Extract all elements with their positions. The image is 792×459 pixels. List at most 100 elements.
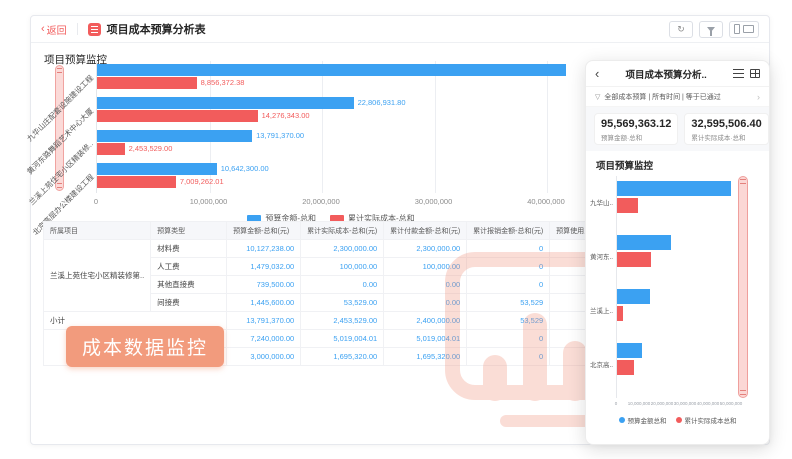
stat-card-budget[interactable]: 95,569,363.12 预算金额·总和: [594, 113, 679, 145]
data-bar[interactable]: [97, 143, 125, 155]
filter-icon: [707, 26, 715, 36]
table-cell-num: 7,240,000.00: [226, 329, 302, 348]
data-bar[interactable]: [97, 130, 253, 142]
table-cell-num: 100,000.00: [383, 257, 468, 276]
x-tick-label: 30,000,000: [673, 401, 697, 406]
data-bar[interactable]: [97, 97, 354, 109]
legend-swatch-blue: [247, 214, 262, 223]
chart-section-title: 项目预算监控: [44, 54, 107, 66]
column-header: 预算金额-总和(元): [226, 221, 302, 240]
x-tick-label: 50,000,000: [719, 401, 743, 406]
window-title: 项目成本预算分析表: [106, 24, 206, 36]
table-cell-num: 1,695,320.00: [300, 347, 385, 366]
x-tick-label: 20,000,000: [650, 401, 674, 406]
column-header: 所属项目: [42, 221, 152, 240]
mobile-chart-x-axis: 0 10,000,000 20,000,000 30,000,000 40,000,00…: [615, 401, 743, 409]
stat-card-actual-cost[interactable]: 32,595,506.40 累计实际成本·总和: [684, 113, 769, 145]
table-view-icon[interactable]: [750, 69, 760, 78]
data-bar[interactable]: [617, 235, 671, 250]
data-label: 14,276,343.00: [261, 111, 310, 120]
filter-button[interactable]: [699, 20, 723, 38]
mobile-section-title: 项目预算监控: [596, 161, 654, 172]
legend-dot-red: [675, 417, 682, 423]
data-label: 7,009,262.01: [179, 177, 224, 186]
table-cell-num: 3,000,000.00: [226, 347, 302, 366]
topbar-divider: [76, 23, 78, 35]
mobile-chart-plot-area: [616, 176, 734, 398]
stat-caption: 预算金额·总和: [601, 135, 643, 142]
legend-label: 累计实际成本-总和: [348, 214, 415, 223]
data-bar[interactable]: [617, 181, 731, 196]
chart-legend: 预算金额-总和 累计实际成本-总和: [96, 213, 566, 224]
data-bar[interactable]: [617, 198, 638, 213]
mobile-preview-panel: ‹ 项目成本预算分析.. ▽ 全部成本预算 | 所有时间 | 等于已通过 › 9…: [585, 60, 770, 445]
refresh-button[interactable]: ↻: [669, 20, 693, 38]
cost-budget-table: 所属项目 预算类型 预算金额-总和(元) 累计实际成本-总和(元) 累计付款金额-总和(…: [42, 221, 633, 366]
data-bar[interactable]: [617, 360, 634, 375]
x-tick-label: 30,000,000: [414, 197, 453, 206]
table-cell-num: 2,300,000.00: [383, 239, 468, 258]
legend-dot-blue: [618, 417, 625, 423]
chart-vertical-scrollbar[interactable]: [55, 65, 64, 191]
gridline: [322, 61, 323, 193]
data-bar[interactable]: [97, 163, 217, 175]
table-cell-num: 1,445,600.00: [226, 293, 302, 312]
gridline: [434, 61, 436, 193]
data-bar[interactable]: [97, 64, 566, 76]
legend-item-actual-cost[interactable]: 累计实际成本-总和: [330, 213, 415, 224]
mobile-back-button[interactable]: ‹: [595, 66, 600, 81]
data-bar[interactable]: [617, 343, 643, 358]
stat-value: 32,595,506.40: [691, 118, 762, 130]
mobile-chart-scrollbar[interactable]: [738, 176, 748, 398]
back-arrow-icon: ‹: [41, 22, 45, 35]
window-topbar: ‹ 返回 项目成本预算分析表 ↻: [31, 16, 769, 43]
table-cell-type: 人工费: [150, 257, 228, 276]
mobile-filter-bar[interactable]: ▽ 全部成本预算 | 所有时间 | 等于已通过 ›: [586, 87, 769, 107]
back-button[interactable]: ‹ 返回: [41, 22, 67, 37]
table-cell-num: 1,695,320.00: [383, 347, 468, 366]
legend-label: 预算金额总和: [627, 418, 667, 425]
data-bar[interactable]: [617, 306, 623, 321]
category-label: 九华山..: [590, 200, 614, 207]
budget-bar-chart: 九华山庄配套设施建设工程 黄河东路舞蹈艺术中心大厦 兰溪上苑住宅小区精装修.. 北京高…: [25, 61, 591, 237]
data-label: 10,642,300.00: [220, 164, 269, 173]
column-header: 累计报销金额-总和(元): [466, 221, 551, 240]
monitor-icon: [743, 25, 754, 33]
list-view-icon[interactable]: [733, 69, 744, 78]
x-tick-label: 20,000,000: [302, 197, 340, 206]
table-cell-type: 材料费: [150, 239, 228, 258]
chart-category-axis: 九华山庄配套设施建设工程 黄河东路舞蹈艺术中心大厦 兰溪上苑住宅小区精装修.. 北京高…: [25, 61, 96, 237]
table-cell-num: 2,453,529.00: [300, 311, 385, 330]
table-cell-num: 0: [466, 347, 551, 366]
data-bar[interactable]: [97, 110, 258, 122]
x-tick-label: 0: [93, 197, 99, 206]
data-bar[interactable]: [617, 252, 651, 267]
stat-caption: 累计实际成本·总和: [691, 135, 746, 142]
data-bar[interactable]: [97, 176, 176, 188]
table-cell-num: 13,791,370.00: [226, 311, 302, 330]
category-label: 黄河东..: [590, 254, 614, 261]
table-cell-num: 0.00: [300, 275, 385, 294]
column-header: 预算类型: [150, 221, 228, 240]
table-cell-num: 1,479,032.00: [226, 257, 302, 276]
table-cell-num: 53,529.00: [300, 293, 385, 312]
data-label: 13,791,370.00: [256, 131, 305, 140]
data-bar[interactable]: [617, 289, 650, 304]
legend-label: 累计实际成本总和: [684, 418, 737, 425]
table-cell-num: 53,529: [466, 311, 551, 330]
mobile-summary-stats: 95,569,363.12 预算金额·总和 32,595,506.40 累计实际…: [586, 107, 769, 151]
legend-item-budget[interactable]: 预算金额-总和: [247, 213, 316, 224]
table-cell-type: 间接费: [150, 293, 228, 312]
table-cell-num: 739,500.00: [226, 275, 302, 294]
table-row[interactable]: 兰溪上苑住宅小区精装修第.. 材料费 10,127,238.00 2,300,000.…: [42, 239, 633, 312]
device-preview-button[interactable]: [729, 20, 759, 38]
legend-item-actual-cost[interactable]: 累计实际成本总和: [675, 415, 737, 425]
legend-item-budget[interactable]: 预算金额总和: [618, 415, 667, 425]
category-label: 兰溪上..: [590, 308, 614, 315]
stat-value: 95,569,363.12: [601, 118, 672, 130]
data-bar[interactable]: [97, 77, 197, 89]
x-tick-label: 40,000,000: [696, 401, 720, 406]
table-cell-type: 其他直接费: [150, 275, 228, 294]
report-form-icon: [87, 22, 101, 36]
chart-x-axis: 0 10,000,000 20,000,000 30,000,000 40,000,00…: [93, 197, 566, 207]
